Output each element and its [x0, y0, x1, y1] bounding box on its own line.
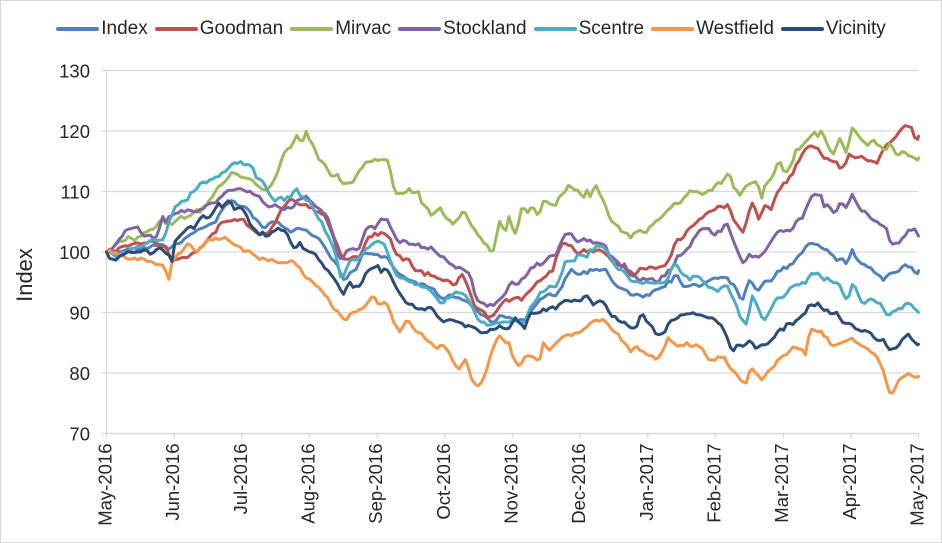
svg-text:120: 120: [59, 121, 90, 142]
svg-text:130: 130: [59, 61, 90, 82]
svg-text:Jul-2016: Jul-2016: [230, 444, 251, 515]
svg-text:Nov-2016: Nov-2016: [501, 444, 522, 524]
svg-text:Feb-2017: Feb-2017: [704, 444, 725, 523]
svg-text:Apr-2017: Apr-2017: [839, 444, 860, 520]
svg-text:Oct-2016: Oct-2016: [433, 444, 454, 520]
svg-text:Dec-2016: Dec-2016: [568, 444, 589, 524]
svg-text:110: 110: [61, 182, 91, 203]
svg-text:100: 100: [59, 242, 90, 263]
svg-text:Aug-2016: Aug-2016: [298, 444, 319, 524]
svg-text:Jan-2017: Jan-2017: [636, 444, 657, 521]
svg-text:Sep-2016: Sep-2016: [365, 444, 386, 524]
svg-text:Index: Index: [12, 248, 37, 302]
svg-text:70: 70: [69, 424, 90, 445]
svg-text:Jun-2016: Jun-2016: [162, 444, 183, 521]
svg-text:May-2016: May-2016: [95, 444, 116, 526]
svg-text:90: 90: [69, 303, 90, 324]
svg-text:80: 80: [69, 363, 90, 384]
svg-text:Mar-2017: Mar-2017: [771, 444, 792, 523]
svg-text:May-2017: May-2017: [907, 444, 928, 526]
